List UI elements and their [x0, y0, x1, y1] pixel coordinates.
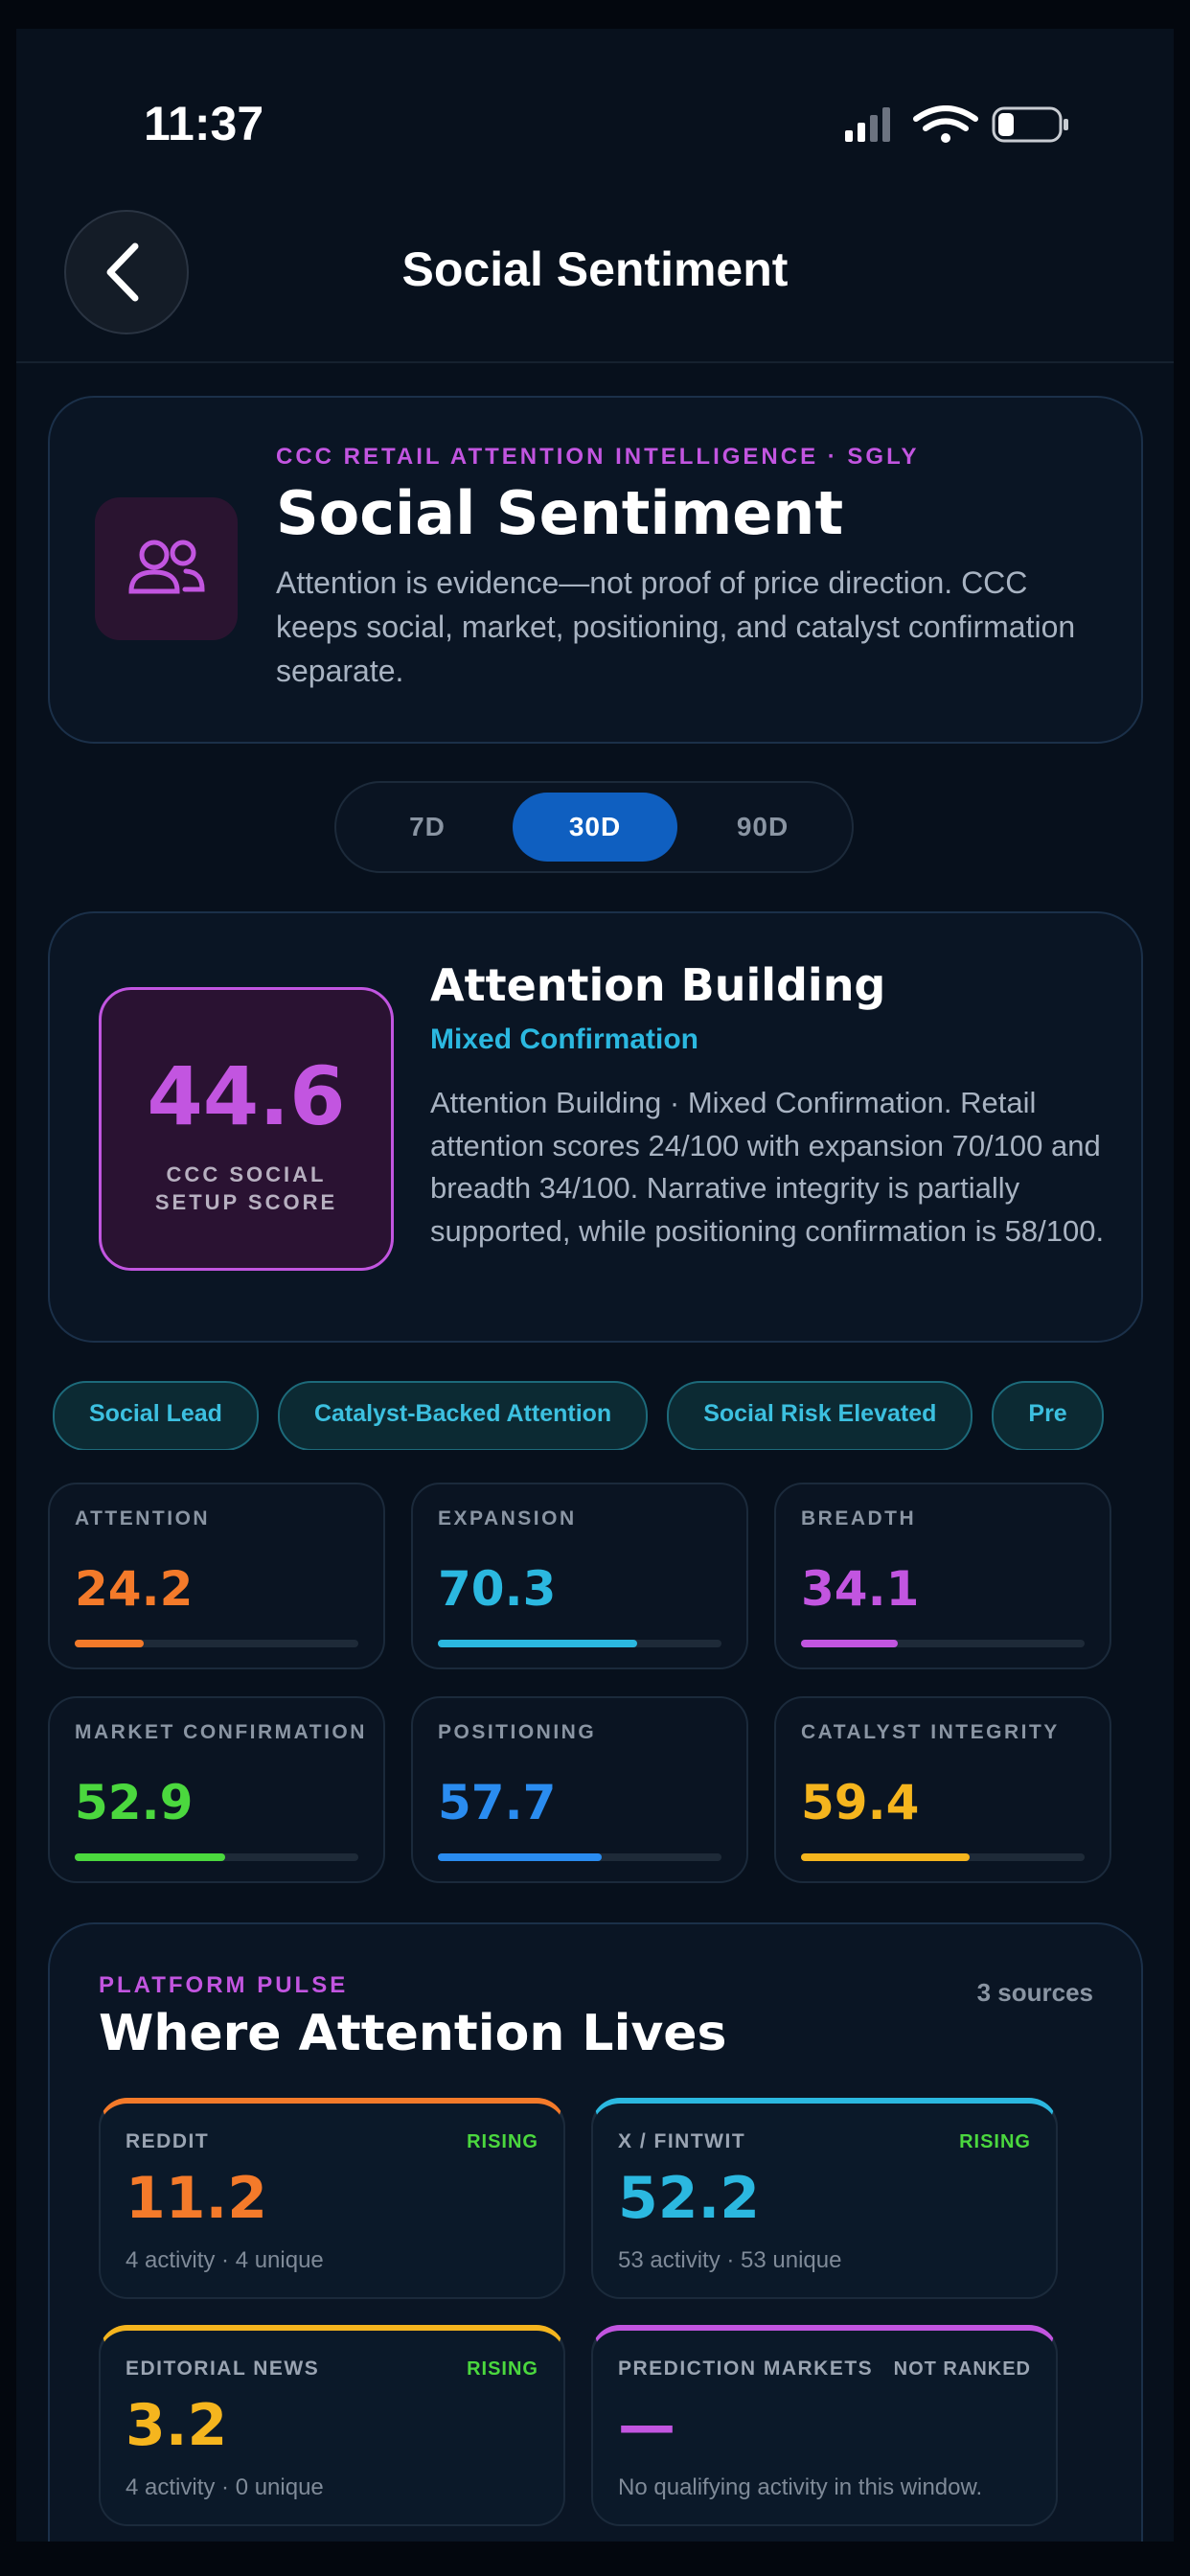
- metric-value: 34.1: [801, 1561, 920, 1617]
- header-title: Social Sentiment: [401, 242, 789, 296]
- score-subtitle: Mixed Confirmation: [430, 1024, 699, 1055]
- metric-value: 24.2: [75, 1561, 194, 1617]
- source-status: NOT RANKED: [893, 2358, 1031, 2380]
- metric-label: BREADTH: [801, 1507, 917, 1530]
- metric-card: BREADTH 34.1: [774, 1483, 1111, 1669]
- metric-track: [801, 1853, 1085, 1861]
- back-icon: [106, 242, 139, 302]
- metric-card: EXPANSION 70.3: [411, 1483, 748, 1669]
- metric-bar: [75, 1853, 225, 1861]
- nav-area: [16, 29, 1174, 363]
- metric-track: [75, 1853, 358, 1861]
- score-title: Attention Building: [430, 959, 886, 1011]
- status-time: 11:37: [144, 97, 264, 150]
- metric-track: [801, 1640, 1085, 1647]
- hero-icon: [95, 497, 238, 640]
- metric-value: 59.4: [801, 1775, 920, 1830]
- metric-label: ATTENTION: [75, 1507, 211, 1530]
- back-button[interactable]: [64, 210, 189, 334]
- score-label: CCC SOCIAL SETUP SCORE: [154, 1162, 338, 1214]
- hero-title: Social Sentiment: [276, 478, 844, 548]
- score-box: 44.6 CCC SOCIAL SETUP SCORE: [99, 987, 394, 1271]
- platform-source-card: X / FINTWIT RISING 52.2 53 activity · 53 un…: [591, 2098, 1058, 2299]
- metric-track: [438, 1853, 721, 1861]
- metric-track: [75, 1640, 358, 1647]
- hero-description: Attention is evidence—not proof of price…: [276, 565, 1076, 688]
- source-value: 3.2: [126, 2392, 228, 2459]
- tag-chip[interactable]: Pre: [992, 1381, 1104, 1450]
- platform-source-card: REDDIT RISING 11.2 4 activity · 4 unique: [99, 2098, 565, 2299]
- platform-sources: 3 sources: [976, 1978, 1093, 2007]
- tag-row: Social Lead Catalyst-Backed Attention Soci…: [48, 1381, 1143, 1450]
- source-name: PREDICTION MARKETS: [618, 2358, 874, 2380]
- people-icon: [128, 540, 205, 594]
- source-detail: No qualifying activity in this window.: [618, 2474, 983, 2500]
- platform-eyebrow: PLATFORM PULSE: [99, 1972, 349, 1998]
- platform-title: Where Attention Lives: [99, 2005, 727, 2062]
- platform-source-card: EDITORIAL NEWS RISING 3.2 4 activity · 0 un…: [99, 2325, 565, 2526]
- source-status: RISING: [467, 2358, 538, 2380]
- platform-source-card: PREDICTION MARKETS NOT RANKED — No qualifyi…: [591, 2325, 1058, 2526]
- metric-card: MARKET CONFIRMATION 52.9: [48, 1696, 385, 1883]
- score-card: 44.6 CCC SOCIAL SETUP SCORE Attention Bu…: [48, 911, 1143, 1343]
- metric-bar: [801, 1640, 898, 1647]
- source-detail: 53 activity · 53 unique: [618, 2247, 842, 2273]
- source-name: X / FINTWIT: [618, 2130, 746, 2152]
- metric-value: 70.3: [438, 1561, 557, 1617]
- metric-bar: [438, 1640, 638, 1647]
- metric-bar: [438, 1853, 602, 1861]
- range-tab[interactable]: 7D: [409, 812, 446, 841]
- metric-label: MARKET CONFIRMATION: [75, 1721, 367, 1743]
- hero-card: CCC RETAIL ATTENTION INTELLIGENCE · SGLY…: [48, 396, 1143, 744]
- metric-card: POSITIONING 57.7: [411, 1696, 748, 1883]
- metric-label: POSITIONING: [438, 1721, 597, 1743]
- metric-bar: [75, 1640, 144, 1647]
- source-status: RISING: [467, 2131, 538, 2152]
- hero-eyebrow: CCC RETAIL ATTENTION INTELLIGENCE · SGLY: [276, 444, 920, 470]
- tag-chip[interactable]: Social Lead: [53, 1381, 259, 1450]
- tag-chip[interactable]: Social Risk Elevated: [667, 1381, 973, 1450]
- source-name: EDITORIAL NEWS: [126, 2358, 320, 2380]
- metric-card: CATALYST INTEGRITY 59.4: [774, 1696, 1111, 1883]
- status-icons: [845, 105, 1068, 143]
- source-value: —: [618, 2392, 675, 2459]
- metric-value: 52.9: [75, 1775, 194, 1830]
- platform-card: PLATFORM PULSE Where Attention Lives 3 s…: [48, 1922, 1143, 2542]
- metric-bar: [801, 1853, 970, 1861]
- metric-label: CATALYST INTEGRITY: [801, 1721, 1060, 1743]
- source-detail: 4 activity · 0 unique: [126, 2474, 324, 2500]
- tag-chip[interactable]: Catalyst-Backed Attention: [277, 1381, 649, 1450]
- score-description: Attention Building · Mixed Confirmation.…: [430, 1086, 1105, 1248]
- range-tab[interactable]: 30D: [513, 793, 677, 862]
- metric-track: [438, 1640, 721, 1647]
- source-value: 11.2: [126, 2165, 268, 2232]
- source-status: RISING: [959, 2131, 1031, 2152]
- source-name: REDDIT: [126, 2130, 210, 2152]
- score-value: 44.6: [147, 1049, 346, 1143]
- source-value: 52.2: [618, 2165, 761, 2232]
- metric-label: EXPANSION: [438, 1507, 577, 1530]
- metric-card: ATTENTION 24.2: [48, 1483, 385, 1669]
- range-tabs: 7D 30D 90D: [334, 781, 854, 873]
- metric-value: 57.7: [438, 1775, 557, 1830]
- source-detail: 4 activity · 4 unique: [126, 2247, 324, 2273]
- range-tab[interactable]: 90D: [736, 812, 790, 841]
